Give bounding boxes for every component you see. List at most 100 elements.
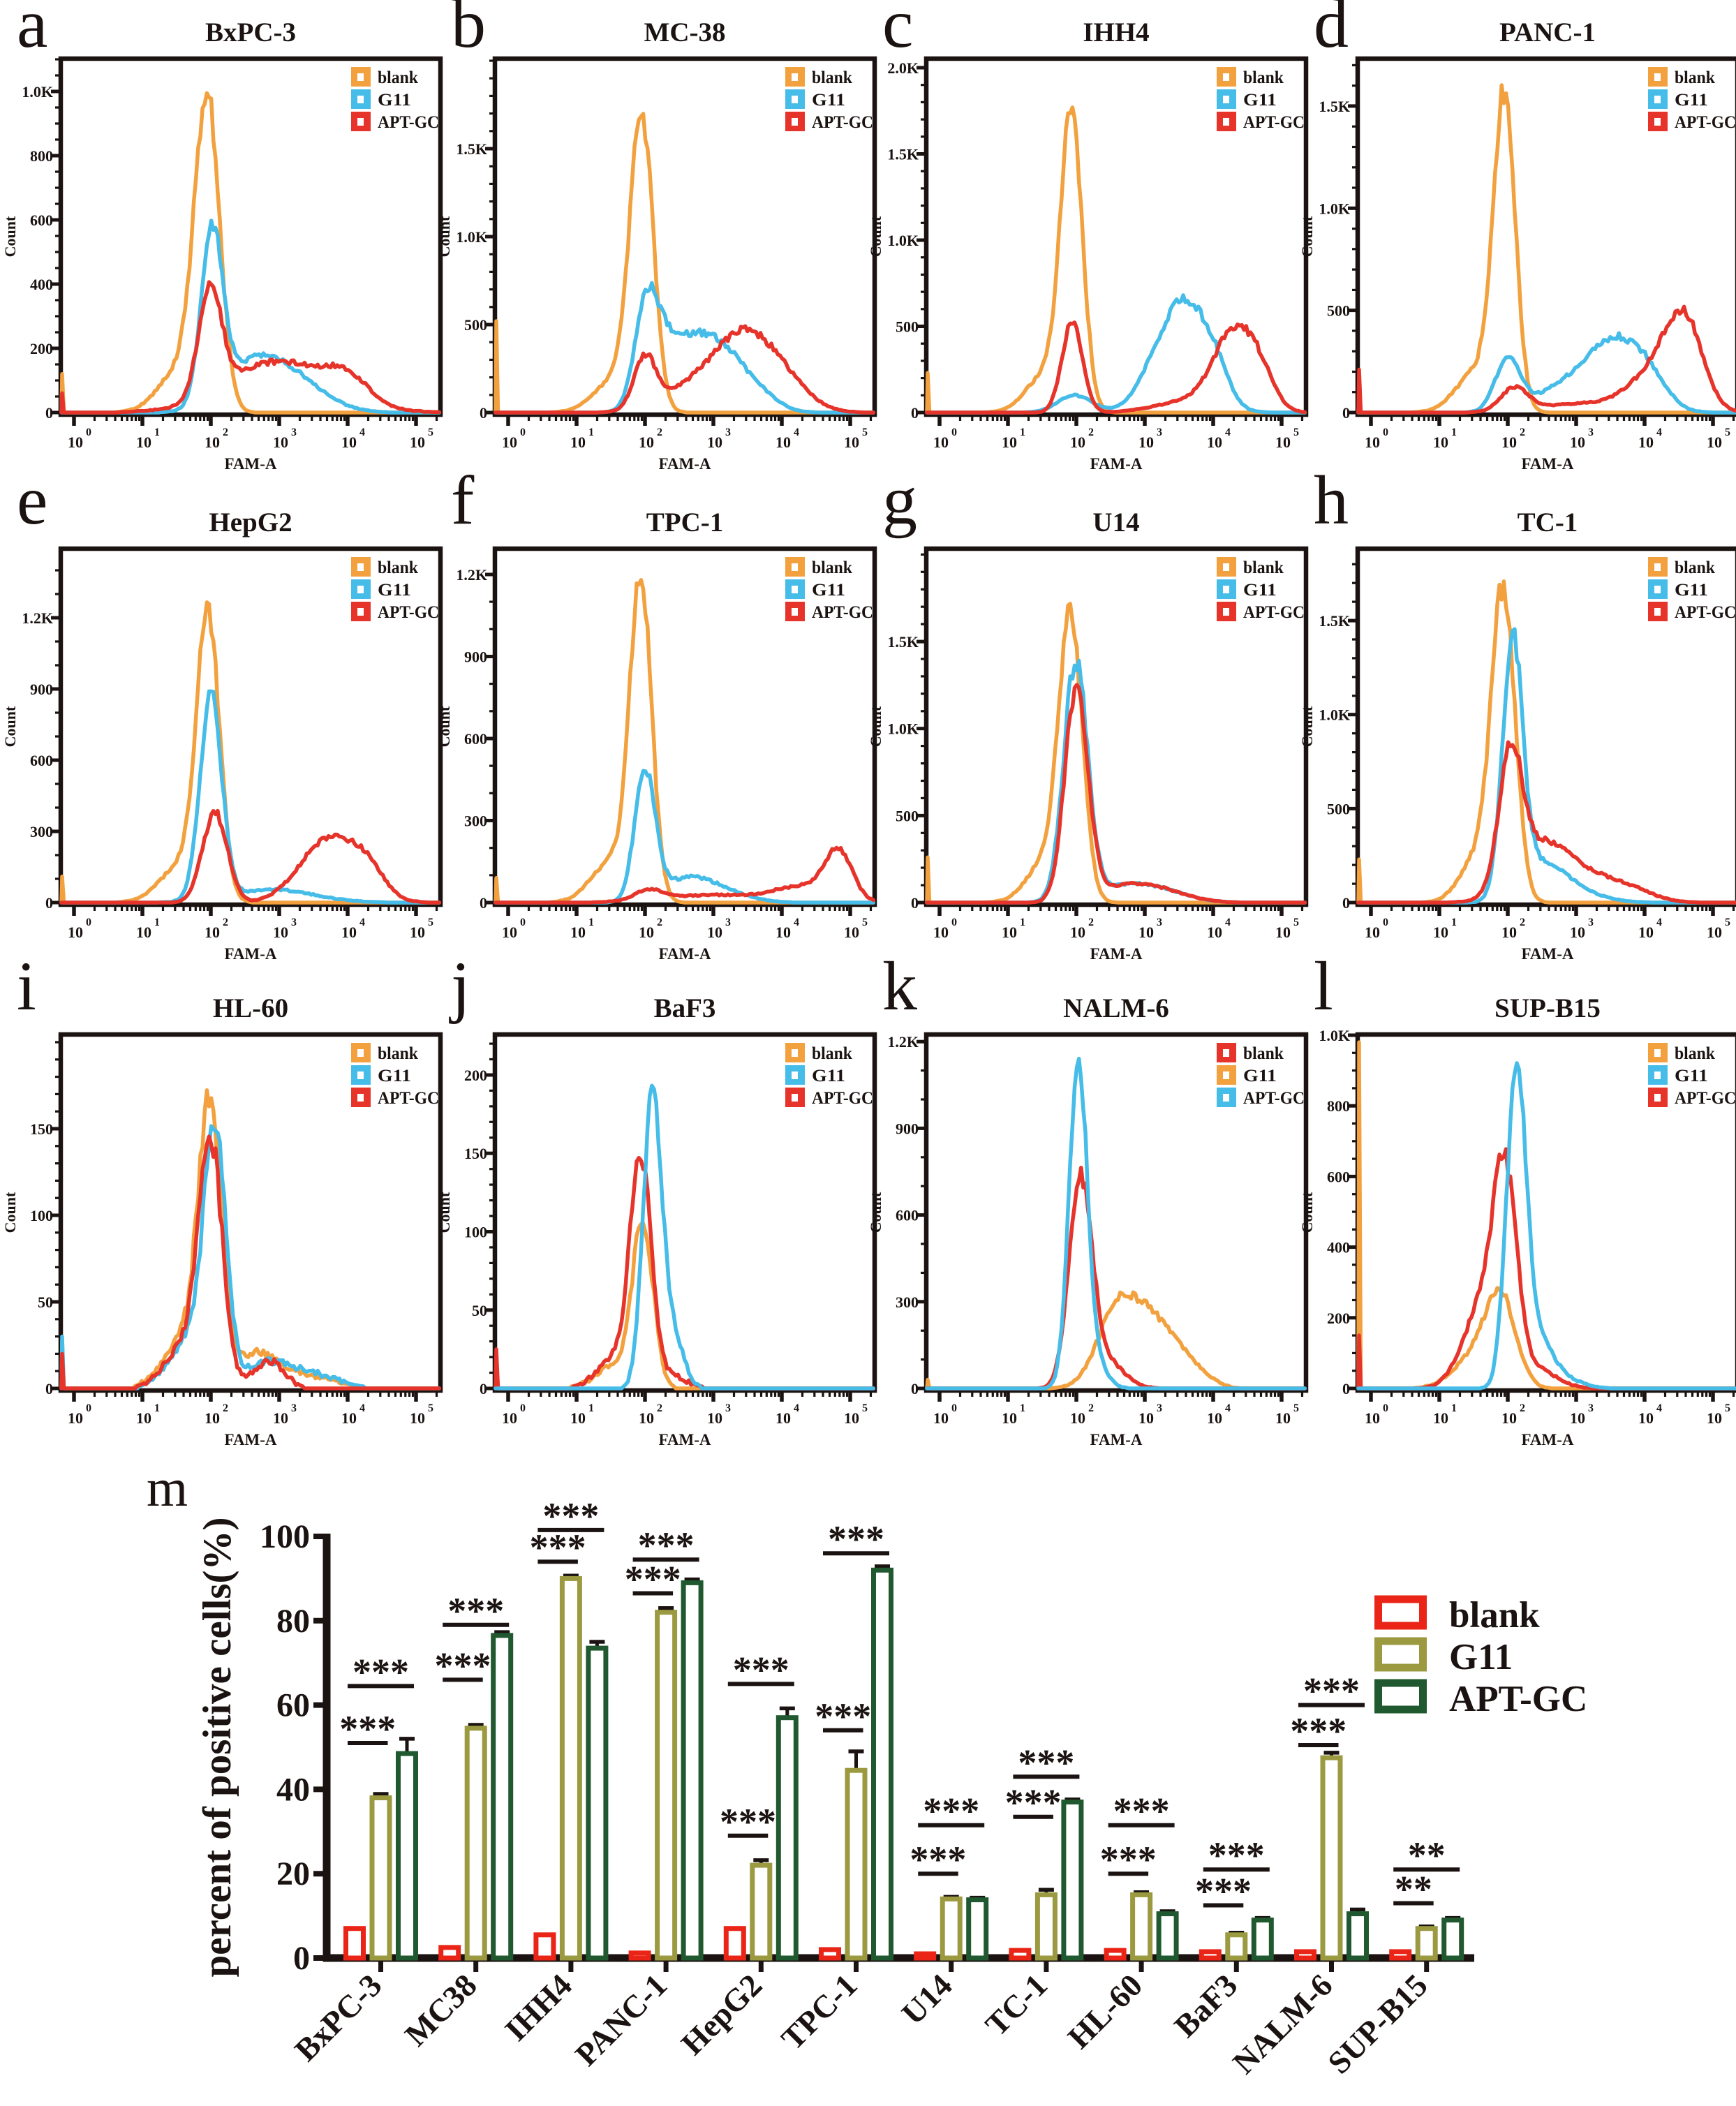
svg-text:2: 2 [1520,917,1525,928]
svg-text:1: 1 [1020,427,1025,438]
svg-text:10: 10 [1002,1409,1017,1427]
svg-text:100: 100 [260,1518,310,1555]
svg-text:10: 10 [639,924,654,941]
svg-text:10: 10 [844,1409,859,1427]
svg-text:600: 600 [896,1207,919,1224]
svg-text:5: 5 [862,917,868,928]
svg-text:1.2K: 1.2K [887,1033,919,1051]
svg-text:10: 10 [205,1409,220,1427]
svg-text:FAM-A: FAM-A [225,1431,277,1448]
svg-text:10: 10 [570,1409,586,1427]
svg-text:FAM-A: FAM-A [1090,945,1143,963]
svg-text:blank: blank [1243,558,1284,577]
svg-text:10: 10 [933,1409,949,1427]
svg-text:TPC-1: TPC-1 [774,1967,863,2056]
svg-text:FAM-A: FAM-A [225,455,277,473]
svg-text:0: 0 [1383,427,1388,438]
svg-text:900: 900 [30,681,53,698]
svg-text:10: 10 [1002,433,1017,451]
svg-text:10: 10 [1501,433,1517,451]
svg-text:0: 0 [86,917,91,928]
svg-text:***: *** [815,1696,871,1737]
svg-text:10: 10 [776,433,791,451]
svg-text:500: 500 [464,316,487,334]
svg-text:2: 2 [223,917,228,928]
svg-text:0: 0 [951,427,957,438]
svg-text:0: 0 [951,1402,957,1414]
svg-text:4: 4 [1656,1402,1662,1414]
svg-text:Count: Count [436,216,453,257]
svg-text:10: 10 [1275,433,1291,451]
svg-text:***: *** [638,1525,695,1566]
svg-text:0: 0 [480,404,487,422]
svg-text:G11: G11 [1243,91,1277,110]
svg-text:40: 40 [276,1771,310,1808]
svg-text:1: 1 [1020,1402,1025,1414]
svg-text:1.0K: 1.0K [1319,200,1350,217]
svg-text:FAM-A: FAM-A [1522,1431,1574,1448]
svg-text:FAM-A: FAM-A [1522,945,1574,963]
svg-text:5: 5 [862,1402,868,1414]
svg-text:10: 10 [1070,433,1085,451]
svg-text:4: 4 [1656,427,1662,438]
svg-text:10: 10 [1638,924,1654,941]
svg-text:0: 0 [86,427,91,438]
svg-text:NALM-6: NALM-6 [1226,1967,1340,2081]
svg-text:10: 10 [1207,1409,1222,1427]
svg-text:5: 5 [1725,917,1730,928]
svg-text:10: 10 [205,924,220,941]
svg-text:10: 10 [1570,1409,1585,1427]
svg-text:1: 1 [588,427,594,438]
svg-text:***: *** [1113,1790,1170,1832]
svg-text:10: 10 [68,433,83,451]
svg-text:BaF3: BaF3 [654,993,716,1023]
svg-text:blank: blank [378,1044,418,1063]
svg-text:blank: blank [812,558,852,577]
svg-text:FAM-A: FAM-A [1090,455,1143,473]
svg-text:800: 800 [30,147,53,165]
svg-text:10: 10 [1207,924,1222,941]
svg-text:10: 10 [502,1409,517,1427]
svg-text:1.0K: 1.0K [887,232,919,249]
svg-text:G11: G11 [1675,91,1708,110]
svg-text:10: 10 [136,1409,151,1427]
svg-text:3: 3 [1157,917,1162,928]
svg-text:2.0K: 2.0K [887,59,919,77]
svg-text:10: 10 [502,924,517,941]
svg-text:10: 10 [1207,433,1222,451]
svg-text:500: 500 [896,318,919,336]
svg-text:APT-GC: APT-GC [378,603,439,622]
svg-text:SUP-B15: SUP-B15 [1494,993,1601,1023]
svg-text:G11: G11 [378,581,411,600]
svg-text:10: 10 [410,433,425,451]
svg-text:blank: blank [1675,68,1715,87]
svg-text:G11: G11 [378,91,411,110]
svg-text:blank: blank [1675,1044,1715,1063]
svg-text:***: *** [542,1495,599,1537]
svg-text:0: 0 [45,894,53,912]
svg-text:10: 10 [1070,924,1085,941]
svg-text:APT-GC: APT-GC [1243,113,1305,132]
svg-text:900: 900 [896,1120,919,1137]
svg-text:800: 800 [1327,1097,1350,1115]
svg-text:200: 200 [464,1067,487,1084]
svg-text:Count: Count [867,706,884,747]
svg-text:FAM-A: FAM-A [659,945,711,963]
svg-text:100: 100 [464,1224,487,1241]
svg-text:5: 5 [1293,1402,1299,1414]
svg-text:5: 5 [428,1402,433,1414]
svg-text:1.0K: 1.0K [456,228,487,246]
svg-text:10: 10 [1365,1409,1380,1427]
svg-text:0: 0 [911,404,919,422]
svg-text:2: 2 [223,1402,228,1414]
svg-text:APT-GC: APT-GC [1243,1089,1305,1108]
svg-text:APT-GC: APT-GC [1675,113,1736,132]
svg-text:G11: G11 [812,581,845,600]
svg-text:4: 4 [1225,1402,1231,1414]
svg-text:FAM-A: FAM-A [225,945,277,963]
svg-text:0: 0 [911,894,919,912]
svg-text:10: 10 [68,924,83,941]
svg-text:3: 3 [1588,427,1594,438]
svg-text:10: 10 [273,1409,288,1427]
svg-text:**: ** [1408,1834,1446,1876]
